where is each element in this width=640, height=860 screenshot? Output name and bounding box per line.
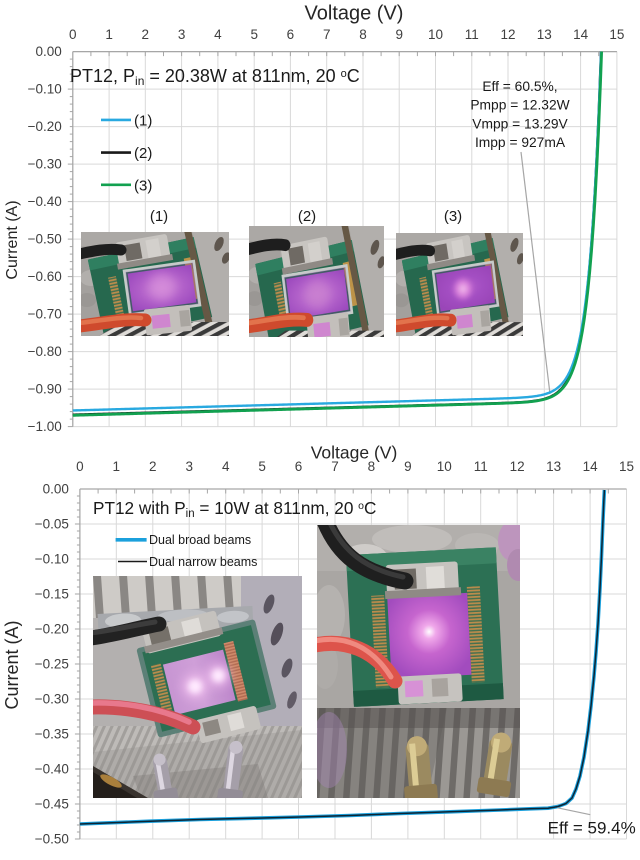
svg-text:PT12, Pin = 20.38W at 811nm, 2: PT12, Pin = 20.38W at 811nm, 20 oC (70, 66, 360, 88)
svg-text:5: 5 (258, 459, 266, 474)
svg-text:Vmpp = 13.29V: Vmpp = 13.29V (472, 116, 568, 131)
svg-text:−0.50: −0.50 (28, 232, 62, 247)
svg-text:(3): (3) (444, 208, 462, 225)
svg-text:15: 15 (609, 27, 624, 42)
svg-text:9: 9 (404, 459, 412, 474)
svg-text:14: 14 (573, 27, 589, 42)
svg-text:9: 9 (395, 27, 403, 42)
svg-text:−0.90: −0.90 (28, 382, 62, 397)
svg-text:−0.60: −0.60 (28, 269, 62, 284)
svg-text:−0.80: −0.80 (28, 344, 62, 359)
svg-text:−0.50: −0.50 (35, 832, 69, 847)
svg-text:−0.10: −0.10 (28, 82, 62, 97)
svg-text:(3): (3) (134, 177, 152, 194)
svg-text:2: 2 (149, 459, 157, 474)
svg-text:4: 4 (222, 459, 230, 474)
svg-text:0: 0 (76, 459, 84, 474)
svg-text:−0.20: −0.20 (28, 119, 62, 134)
svg-text:−0.70: −0.70 (28, 307, 62, 322)
svg-text:−0.15: −0.15 (35, 587, 69, 602)
svg-text:8: 8 (368, 459, 376, 474)
svg-text:−1.00: −1.00 (28, 419, 62, 434)
svg-text:0.00: 0.00 (36, 44, 62, 59)
svg-text:8: 8 (359, 27, 367, 42)
svg-text:−0.30: −0.30 (35, 692, 69, 707)
svg-text:−0.40: −0.40 (28, 194, 62, 209)
svg-text:6: 6 (287, 27, 295, 42)
svg-text:1: 1 (105, 27, 113, 42)
svg-text:(1): (1) (150, 208, 168, 225)
svg-text:15: 15 (619, 459, 634, 474)
svg-text:10: 10 (437, 459, 452, 474)
svg-text:Dual narrow beams: Dual narrow beams (149, 555, 257, 569)
svg-text:4: 4 (214, 27, 222, 42)
svg-text:7: 7 (331, 459, 339, 474)
svg-text:1: 1 (113, 459, 121, 474)
svg-text:12: 12 (510, 459, 525, 474)
svg-text:Current (A): Current (A) (4, 200, 21, 279)
svg-text:−0.20: −0.20 (35, 622, 69, 637)
svg-text:(2): (2) (298, 208, 316, 225)
svg-text:10: 10 (428, 27, 443, 42)
svg-text:Current (A): Current (A) (2, 620, 22, 709)
svg-text:14: 14 (583, 459, 599, 474)
svg-text:0.00: 0.00 (43, 482, 69, 497)
svg-text:−0.25: −0.25 (35, 657, 69, 672)
svg-text:PT12 with Pin = 10W at 811nm,: PT12 with Pin = 10W at 811nm, 20 oC (93, 498, 376, 520)
svg-text:11: 11 (465, 27, 479, 42)
svg-text:Pmpp = 12.32W: Pmpp = 12.32W (470, 98, 569, 113)
svg-text:−0.35: −0.35 (35, 727, 69, 742)
svg-text:2: 2 (142, 27, 150, 42)
svg-text:13: 13 (546, 459, 561, 474)
svg-text:12: 12 (500, 27, 515, 42)
svg-text:−0.30: −0.30 (28, 157, 62, 172)
svg-text:−0.40: −0.40 (35, 762, 69, 777)
svg-text:Voltage (V): Voltage (V) (305, 3, 404, 25)
svg-text:5: 5 (250, 27, 258, 42)
svg-text:7: 7 (323, 27, 331, 42)
svg-text:−0.05: −0.05 (35, 517, 69, 532)
svg-text:Eff = 59.4%: Eff = 59.4% (548, 819, 636, 838)
svg-text:(1): (1) (134, 112, 152, 129)
svg-text:Dual broad beams: Dual broad beams (149, 533, 251, 547)
svg-text:3: 3 (178, 27, 186, 42)
svg-text:−0.45: −0.45 (35, 797, 69, 812)
svg-text:Voltage (V): Voltage (V) (311, 443, 398, 463)
svg-text:13: 13 (537, 27, 552, 42)
svg-text:11: 11 (474, 459, 488, 474)
svg-text:0: 0 (69, 27, 77, 42)
svg-text:(2): (2) (134, 145, 152, 162)
svg-text:Eff = 60.5%,: Eff = 60.5%, (482, 79, 557, 94)
svg-text:−0.10: −0.10 (35, 552, 69, 567)
svg-text:Impp = 927mA: Impp = 927mA (475, 135, 566, 150)
svg-text:3: 3 (185, 459, 193, 474)
svg-text:6: 6 (295, 459, 303, 474)
